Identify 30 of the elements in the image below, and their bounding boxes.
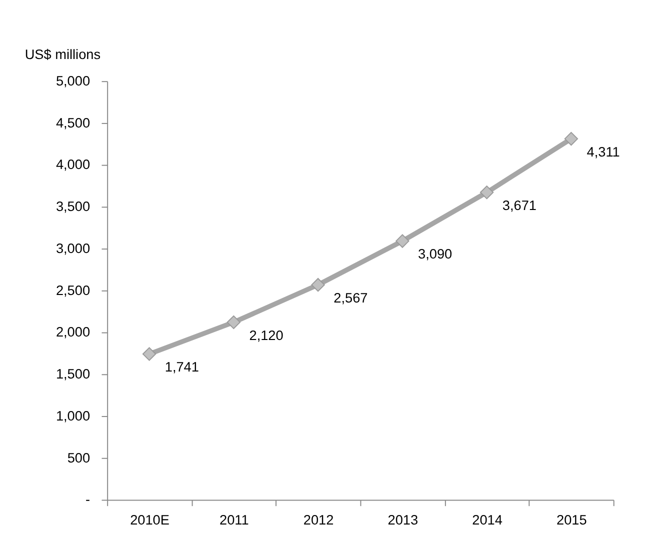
- y-tick-label: 500: [67, 450, 90, 466]
- point: [564, 132, 578, 146]
- data-label: 1,741: [164, 360, 199, 375]
- y-tick-label: -: [86, 492, 90, 508]
- data-label: 2,567: [334, 290, 368, 306]
- y-tick-label: 1,000: [56, 408, 90, 424]
- y-tick-label: 1,500: [56, 366, 90, 382]
- data-label: 4,311: [586, 144, 620, 160]
- point: [311, 278, 325, 292]
- x-tick-label: 2010E: [130, 512, 170, 528]
- y-tick-label: 5,000: [56, 73, 90, 88]
- data-label: 3,671: [502, 198, 536, 213]
- y-axis-title: US$ millions: [24, 47, 101, 62]
- point: [226, 315, 241, 330]
- y-tick-label: 3,000: [56, 240, 90, 256]
- data-label: 2,120: [249, 328, 284, 343]
- y-tick-label: 4,500: [56, 115, 90, 130]
- y-tick-label: 3,500: [56, 199, 90, 214]
- point: [480, 186, 494, 200]
- y-tick-label: 2,000: [56, 324, 90, 340]
- point: [396, 234, 410, 248]
- x-tick-label: 2011: [219, 512, 249, 528]
- x-tick-label: 2012: [303, 512, 334, 528]
- y-tick-label: 4,000: [56, 157, 90, 172]
- y-tick-label: 2,500: [56, 282, 90, 298]
- x-tick-label: 2014: [472, 512, 503, 528]
- x-tick-label: 2013: [388, 512, 418, 528]
- point: [142, 347, 156, 361]
- x-tick-label: 2015: [556, 512, 587, 528]
- data-label: 3,090: [418, 246, 453, 262]
